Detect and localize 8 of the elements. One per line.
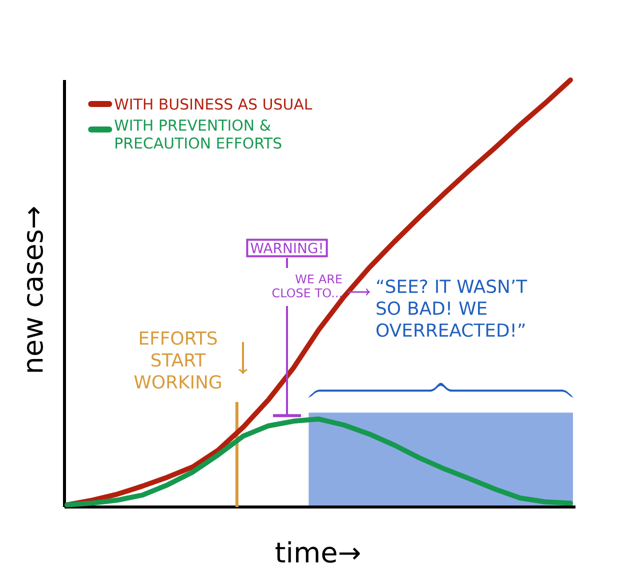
y-axis-title: new cases→ (26, 207, 44, 372)
annotation: “SEE? IT WASN’T SO BAD! WE OVERREACTED!” (376, 280, 528, 337)
annotation: WE ARE CLOSE TO... (272, 274, 342, 298)
x-axis-title: time→ (276, 541, 360, 563)
annotation: WARNING! (250, 242, 322, 254)
legend-label: WITH BUSINESS AS USUAL (114, 98, 312, 110)
legend-label: WITH PREVENTION & PRECAUTION EFFORTS (114, 119, 282, 149)
annotation: EFFORTS START WORKING (134, 331, 221, 389)
